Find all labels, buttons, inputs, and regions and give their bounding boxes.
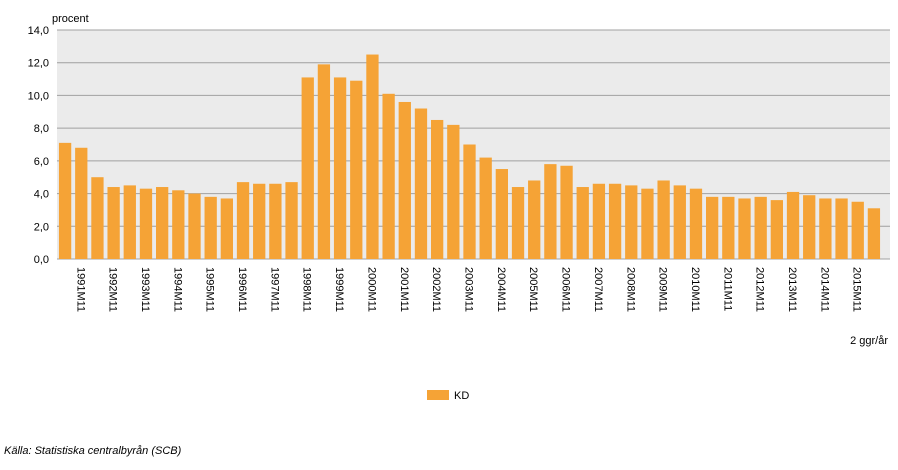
bar — [689, 188, 703, 259]
bar — [398, 101, 411, 259]
bar — [431, 119, 444, 259]
bar — [156, 187, 169, 259]
x-tick-label: 2003M11 — [463, 267, 475, 312]
bar — [786, 191, 800, 259]
bar — [479, 157, 492, 259]
bar — [107, 187, 120, 259]
x-tick-label: 2004M11 — [495, 267, 507, 312]
bar — [641, 188, 654, 259]
bar — [770, 200, 783, 259]
bar — [366, 54, 379, 260]
bar — [738, 198, 751, 259]
x-tick-label: 1997M11 — [268, 267, 280, 312]
y-tick-label: 10,0 — [28, 90, 49, 102]
bar — [172, 190, 185, 259]
bar — [867, 208, 881, 259]
y-tick-label: 0,0 — [34, 254, 49, 266]
bar — [75, 147, 88, 259]
x-tick-label: 2002M11 — [430, 267, 442, 312]
bar — [851, 201, 864, 259]
x-tick-label: 2012M11 — [754, 267, 766, 312]
y-tick-label: 6,0 — [34, 156, 49, 168]
x-note: 2 ggr/år — [850, 335, 888, 347]
bar — [819, 198, 832, 259]
bar — [657, 180, 670, 259]
bar — [236, 182, 250, 259]
y-tick-label: 12,0 — [28, 58, 49, 70]
bar — [544, 164, 557, 259]
bar — [495, 169, 508, 259]
y-tick-label: 8,0 — [34, 123, 49, 135]
x-tick-label: 2006M11 — [560, 267, 572, 312]
x-tick-label: 2001M11 — [398, 267, 410, 312]
x-tick-label: 1996M11 — [236, 267, 248, 312]
x-tick-label: 2008M11 — [624, 267, 636, 312]
y-tick-label: 4,0 — [34, 189, 49, 201]
bar — [220, 198, 233, 259]
bar — [511, 187, 525, 259]
bar — [301, 77, 314, 259]
bar — [706, 196, 719, 259]
x-tick-label: 1999M11 — [333, 267, 345, 312]
bar — [204, 196, 217, 259]
bar — [803, 195, 816, 259]
x-tick-label: 1991M11 — [74, 267, 86, 312]
legend-label: KD — [454, 390, 469, 402]
legend-swatch — [427, 390, 449, 400]
bar — [576, 187, 589, 259]
bar — [754, 196, 767, 259]
x-tick-label: 2005M11 — [527, 267, 539, 312]
bar — [463, 144, 476, 259]
bar — [269, 183, 282, 259]
bar — [414, 108, 428, 259]
bar — [91, 177, 104, 259]
x-tick-label: 2000M11 — [365, 267, 377, 312]
bar — [350, 80, 363, 259]
x-tick-label: 2015M11 — [851, 267, 863, 312]
x-tick-label: 1995M11 — [204, 267, 216, 312]
x-tick-label: 1992M11 — [107, 267, 119, 312]
bar — [608, 183, 622, 259]
bar — [317, 64, 331, 259]
source: Källa: Statistiska centralbyrån (SCB) — [4, 445, 182, 457]
bar — [722, 196, 735, 259]
bar — [673, 185, 686, 259]
y-tick-label: 2,0 — [34, 221, 49, 233]
x-tick-label: 2011M11 — [721, 267, 733, 311]
y-tick-label: 14,0 — [28, 25, 49, 37]
bar — [253, 183, 266, 259]
x-tick-label: 2010M11 — [689, 267, 701, 312]
x-tick-label: 2009M11 — [657, 267, 669, 312]
bar — [592, 183, 606, 259]
x-tick-label: 1993M11 — [139, 267, 151, 312]
x-tick-label: 2014M11 — [818, 267, 830, 312]
bar — [139, 188, 153, 259]
bar — [528, 180, 541, 259]
x-tick-label: 1994M11 — [171, 267, 183, 312]
y-axis-label: procent — [52, 13, 89, 25]
bar — [285, 182, 298, 259]
bar — [123, 185, 136, 259]
bar — [625, 185, 638, 259]
bar — [188, 193, 201, 259]
bar — [382, 93, 395, 260]
x-tick-label: 1998M11 — [301, 267, 313, 312]
bar — [447, 124, 460, 259]
bar — [333, 77, 347, 259]
bar — [58, 142, 72, 259]
bar — [560, 165, 573, 259]
bar — [835, 198, 848, 259]
x-tick-label: 2013M11 — [786, 267, 798, 312]
x-tick-label: 2007M11 — [592, 267, 604, 312]
